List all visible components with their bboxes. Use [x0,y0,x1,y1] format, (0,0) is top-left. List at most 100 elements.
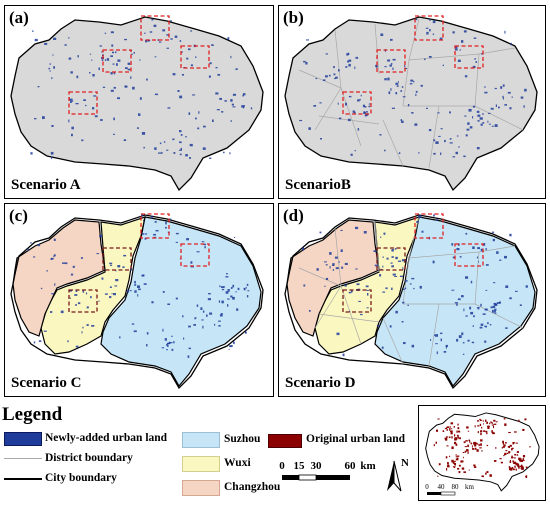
urban-patch [209,62,212,65]
urban-patch [472,65,476,68]
urban-patch [455,151,458,155]
original-urban-patch [525,475,528,478]
panel-label: (a) [9,8,29,27]
original-urban-patch [455,454,457,456]
urban-patch [355,56,359,59]
urban-patch [435,219,439,221]
urban-patch [151,215,153,219]
urban-patch [138,288,141,291]
urban-patch [40,287,43,290]
district-boundary [314,87,342,131]
scenario-label: ScenarioB [285,177,351,193]
map-panel-c: (c) Scenario C [4,203,274,397]
original-urban-patch [460,460,463,463]
urban-patch [385,287,388,290]
original-urban-patch [454,434,456,437]
urban-patch [143,146,145,149]
urban-patch [352,110,355,113]
district-boundary [334,227,342,287]
urban-patch [196,251,200,253]
urban-patch [348,310,351,312]
original-urban-patch [451,430,453,432]
urban-patch [69,290,72,292]
original-urban-patch [454,441,457,445]
urban-patch [319,102,322,104]
original-urban-patch [456,457,459,460]
urban-patch [46,270,48,272]
original-urban-patch [513,461,517,465]
map-d-svg [284,213,538,390]
urban-patch [70,273,74,276]
urban-patch [358,300,361,302]
urban-patch [51,293,55,295]
urban-patch [197,127,200,130]
urban-patch [319,231,322,234]
urban-patch [461,40,464,43]
urban-patch [429,19,431,21]
urban-patch [124,38,127,41]
urban-patch [194,317,197,319]
original-urban-patch [480,419,482,422]
original-urban-patch [487,426,490,429]
original-urban-patch [457,427,460,430]
urban-patch [77,55,79,58]
original-urban-patch [485,430,488,433]
urban-patch [395,256,398,260]
suzhou-swatch [182,432,220,448]
urban-patch [173,152,176,154]
urban-patch [391,265,394,268]
map-c-svg [10,213,264,390]
urban-patch [509,297,512,300]
urban-patch [115,279,119,282]
urban-patch [75,289,78,292]
original-urban-patch [476,443,479,445]
urban-patch [99,45,102,47]
urban-patch [323,79,326,81]
urban-patch [153,24,157,27]
district-boundary [474,251,480,305]
district-boundary [340,87,362,147]
urban-patch [139,59,141,61]
inset-map: 0 40 80 km [418,405,546,501]
urban-patch [111,44,114,47]
urban-patch [51,156,53,160]
original-urban-patch [512,460,515,463]
urban-patch [85,292,88,295]
urban-patch [383,232,386,235]
original-urban-patch [474,466,477,468]
urban-patch [395,92,398,95]
urban-patch [104,59,106,61]
district-boundary [382,119,404,167]
urban-patch [520,96,524,99]
urban-patch [340,249,343,252]
urban-patch [492,309,494,313]
urban-patch [324,285,326,287]
urban-patch [60,310,64,314]
urban-patch [181,51,183,53]
urban-patch [173,341,175,344]
district-boundary [478,245,516,253]
urban-patch [485,289,488,291]
urban-patch [333,73,336,76]
urban-patch [467,339,470,342]
focus-box [102,247,132,271]
urban-patch [122,266,125,268]
urban-patch [316,268,319,271]
urban-patch [459,49,461,51]
urban-patch [366,307,369,309]
urban-patch [386,257,389,260]
urban-patch [394,276,398,277]
urban-patch [444,139,446,143]
urban-patch [494,87,497,90]
urban-patch [376,324,380,327]
urban-patch [482,122,485,124]
district-boundary [474,53,480,107]
original-urban-patch [508,446,511,449]
urban-patch [91,59,93,61]
urban-patch [472,105,476,108]
original-urban-patch [489,474,492,476]
urban-patch [113,133,115,135]
urban-patch [416,221,419,223]
original-urban-patch [512,462,515,464]
urban-patch [221,286,224,288]
